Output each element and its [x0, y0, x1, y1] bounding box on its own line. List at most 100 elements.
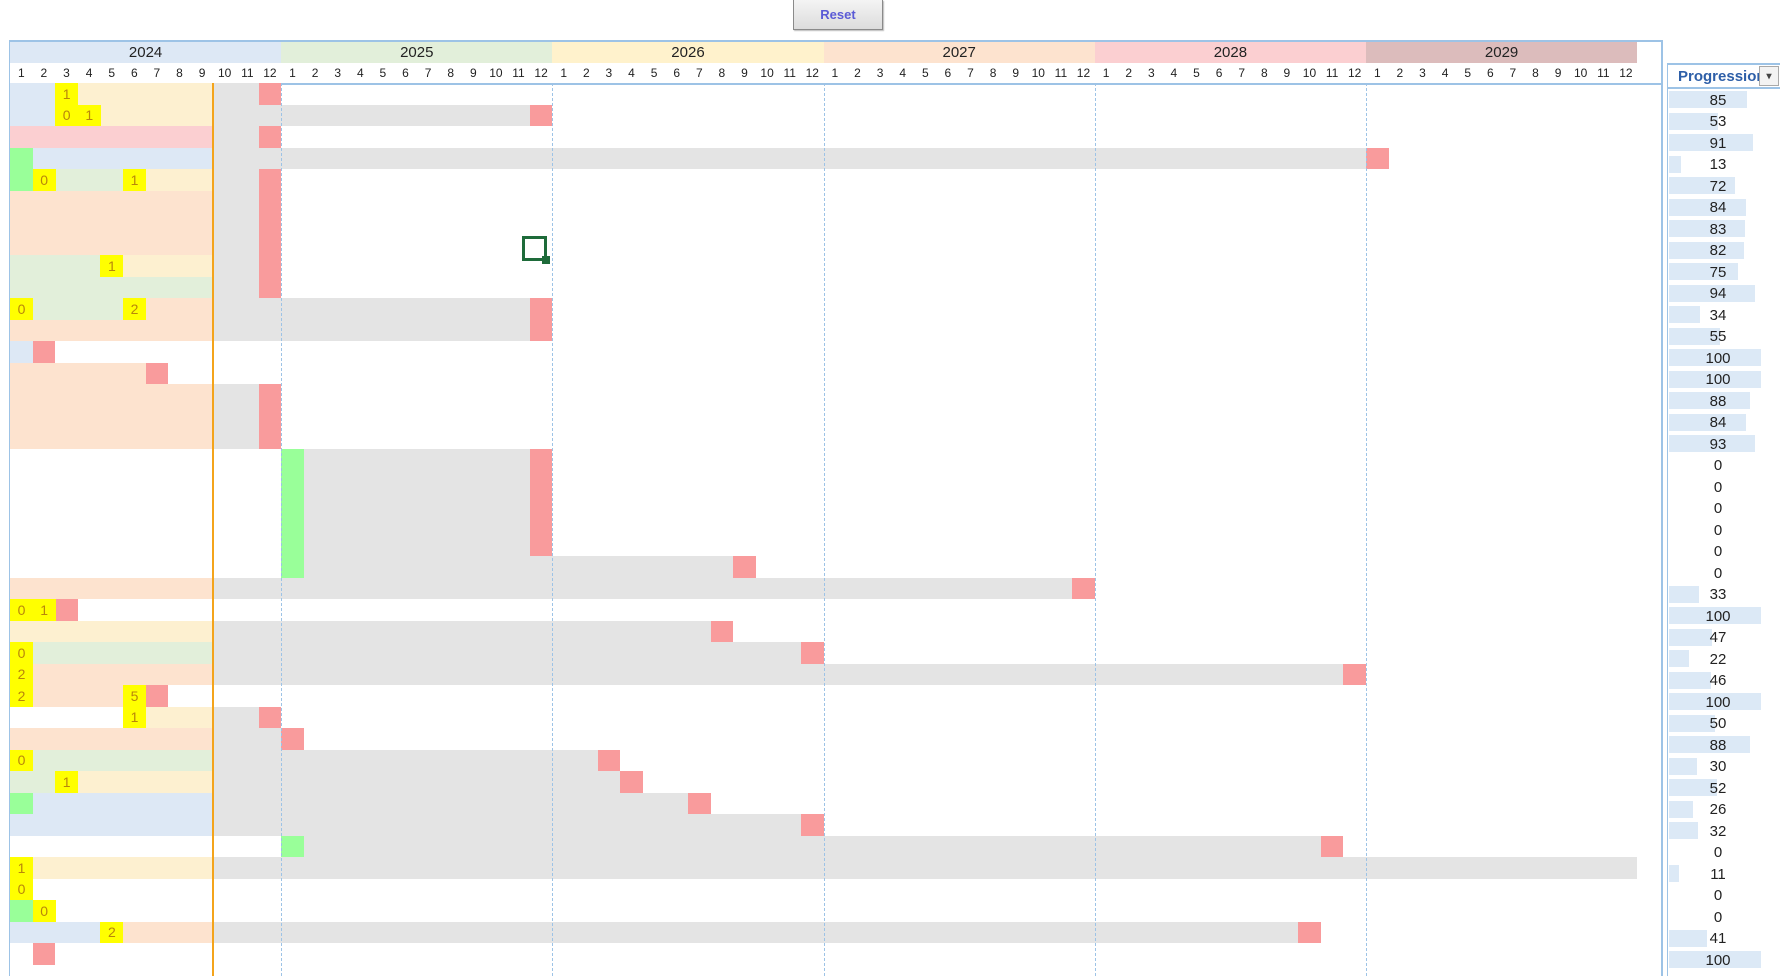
reset-button[interactable]: Reset [793, 0, 883, 30]
progress-value: 88 [1709, 736, 1727, 754]
month-header-cell: 1 [289, 66, 296, 80]
deadline-marker [688, 792, 711, 814]
progress-bar [1669, 306, 1701, 323]
year-divider [823, 83, 825, 976]
deadline-marker [620, 771, 643, 793]
deadline-marker [1298, 921, 1321, 943]
progress-bar [1669, 91, 1748, 108]
deadline-marker [258, 276, 282, 298]
start-marker [281, 513, 304, 535]
milestone-count: 0 [32, 169, 56, 191]
progress-value: 22 [1709, 650, 1727, 668]
task-bar [10, 362, 146, 384]
remaining-bar [213, 620, 711, 642]
remaining-bar [303, 448, 530, 470]
progress-bar [1669, 585, 1700, 603]
remaining-bar [213, 749, 598, 771]
progress-value: 0 [1713, 457, 1723, 474]
month-header-cell: 12 [805, 66, 819, 80]
filter-dropdown-icon[interactable]: ▾ [1759, 66, 1779, 86]
month-header-cell: 6 [402, 66, 409, 80]
month-header-cell: 9 [1554, 66, 1562, 80]
progress-value: 0 [1713, 500, 1723, 517]
task-bar [10, 427, 214, 449]
milestone-count: 0 [32, 900, 56, 922]
remaining-bar [213, 298, 530, 320]
remaining-bar [213, 663, 1344, 685]
month-header-cell: 5 [108, 66, 116, 80]
milestone-count: 1 [123, 169, 146, 191]
task-bar [10, 341, 33, 363]
milestone-count: 2 [100, 921, 124, 943]
milestone-count: 5 [123, 685, 146, 707]
progress-bar [1669, 779, 1717, 796]
progress-value: 0 [1713, 564, 1723, 582]
deadline-marker [258, 427, 282, 449]
progress-bar [1669, 112, 1718, 130]
milestone-count: 1 [100, 255, 124, 277]
task-bar [10, 728, 214, 750]
year-divider [281, 83, 283, 976]
deadline-marker [281, 728, 304, 750]
month-header-cell: 7 [967, 66, 974, 80]
task-bar [10, 642, 214, 664]
month-header-cell: 8 [447, 66, 455, 80]
month-header-cell: 1 [1102, 66, 1110, 80]
month-header-cell: 12 [1076, 66, 1091, 80]
progress-header[interactable]: Progression ▾ [1668, 65, 1780, 89]
progress-bar [1669, 607, 1761, 624]
task-bar [100, 255, 214, 277]
cell-selection-box[interactable] [522, 236, 547, 261]
month-header-cell: 4 [899, 66, 907, 80]
task-bar [10, 319, 214, 341]
year-divider [552, 83, 554, 976]
milestone-count: 1 [123, 706, 146, 728]
start-marker [281, 491, 304, 513]
task-bar [10, 663, 214, 685]
remaining-bar [213, 814, 801, 836]
month-header-cell: 12 [1619, 66, 1633, 80]
progress-bar [1669, 198, 1747, 216]
month-header-cell: 2 [40, 66, 48, 80]
task-bar [10, 405, 214, 427]
milestone-count: 1 [32, 599, 56, 621]
progress-bar [1669, 693, 1761, 710]
fill-handle[interactable] [542, 256, 550, 264]
progress-value: 0 [1713, 478, 1723, 496]
month-header-cell: 9 [1012, 66, 1020, 80]
deadline-marker [258, 83, 282, 105]
task-bar [10, 212, 214, 234]
month-header-cell: 12 [534, 66, 548, 80]
year-header-2028: 2028 [1094, 42, 1366, 63]
task-bar [10, 685, 146, 707]
progress-bar [1669, 134, 1753, 151]
month-header-cell: 8 [718, 66, 726, 80]
progress-bar [1669, 671, 1712, 689]
month-header-cell: 4 [1441, 66, 1449, 80]
start-marker [10, 147, 33, 169]
remaining-bar [303, 513, 530, 535]
month-header-cell: 7 [1238, 66, 1246, 80]
month-header-cell: 6 [130, 66, 138, 80]
remaining-bar [213, 577, 1073, 599]
month-header-cell: 11 [1325, 66, 1339, 80]
month-header-cell: 2 [1125, 66, 1133, 80]
progress-value: 0 [1713, 887, 1723, 904]
milestone-count: 0 [10, 749, 33, 771]
progress-bar [1669, 155, 1681, 173]
progress-bar [1669, 822, 1699, 839]
year-divider [1366, 83, 1367, 976]
remaining-bar [213, 169, 259, 191]
month-header-cell: 10 [489, 66, 503, 80]
month-header-cell: 10 [218, 66, 232, 80]
milestone-count: 1 [10, 857, 33, 879]
month-header-cell: 1 [560, 66, 568, 80]
month-header-cell: 11 [1054, 66, 1068, 80]
deadline-marker [258, 706, 282, 728]
deadline-marker [1072, 577, 1095, 599]
progress-value: 72 [1709, 177, 1727, 195]
remaining-bar [213, 405, 259, 427]
month-header-cell: 8 [176, 66, 183, 80]
remaining-bar [213, 427, 259, 449]
deadline-marker [529, 470, 553, 492]
